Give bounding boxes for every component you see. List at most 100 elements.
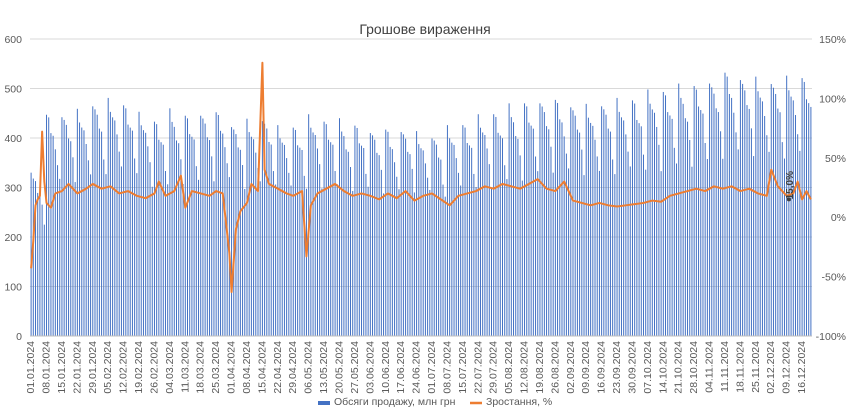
x-tick-label: 25.03.2024 [210, 341, 222, 394]
bar [187, 118, 188, 337]
bar [389, 146, 391, 336]
bar [572, 110, 574, 336]
x-tick-label: 13.05.2024 [318, 341, 330, 394]
bar [471, 147, 473, 336]
bar [242, 165, 244, 336]
bar [444, 196, 446, 336]
bar [314, 135, 316, 336]
bar [105, 174, 107, 336]
bar [396, 176, 398, 336]
x-tick-label: 06.05.2024 [303, 341, 315, 394]
bar [153, 121, 155, 336]
bar [477, 114, 479, 337]
bar [506, 179, 508, 336]
bar [323, 121, 325, 336]
bar [134, 158, 136, 336]
bar [198, 179, 200, 336]
x-tick-label: 19.08.2024 [534, 341, 546, 394]
bar [524, 103, 526, 336]
bar [101, 131, 103, 336]
bar [772, 87, 774, 336]
bar [616, 97, 618, 336]
bar [123, 105, 125, 336]
x-tick-label: 15.01.2024 [56, 341, 68, 394]
x-tick-label: 10.06.2024 [380, 341, 392, 394]
bar [59, 178, 61, 336]
bar [365, 173, 367, 336]
bar [744, 90, 746, 336]
bar [636, 119, 638, 336]
bar [140, 125, 142, 336]
bar [147, 146, 149, 336]
bar [385, 129, 387, 336]
bar [90, 174, 92, 336]
bar [191, 136, 193, 336]
bar [455, 158, 457, 336]
x-tick-label: 01.01.2024 [25, 341, 37, 394]
bar [85, 144, 87, 336]
bar [413, 192, 415, 336]
bar [46, 114, 48, 337]
bar [490, 188, 492, 336]
bar [427, 177, 429, 336]
bar [369, 133, 371, 336]
bar [570, 107, 572, 336]
bar [433, 140, 435, 336]
bar [786, 75, 788, 336]
bar [508, 103, 510, 336]
x-tick-label: 25.11.2024 [750, 341, 762, 393]
bar [281, 142, 283, 336]
bar [120, 166, 122, 336]
bar [288, 172, 290, 336]
x-tick-label: 18.03.2024 [195, 341, 207, 394]
bar [779, 112, 781, 337]
bar [356, 127, 358, 336]
x-tick-label: 01.07.2024 [426, 341, 438, 394]
bar [270, 144, 272, 336]
bar [336, 184, 338, 336]
bar [810, 106, 812, 336]
bar [350, 167, 352, 336]
bar [347, 151, 349, 336]
bar [354, 125, 356, 337]
bar [180, 159, 182, 336]
bar [310, 127, 312, 336]
bar [367, 186, 369, 336]
bar [484, 135, 486, 336]
bar [466, 143, 468, 336]
bar [669, 115, 671, 336]
bar [757, 91, 759, 337]
bar [548, 129, 550, 336]
bar [255, 152, 257, 336]
bar [554, 99, 556, 336]
bar [667, 112, 669, 336]
bar [405, 138, 407, 336]
bar [261, 121, 263, 336]
bar [206, 137, 208, 336]
bar [98, 128, 100, 336]
bar [72, 157, 74, 336]
bar [649, 103, 651, 336]
bar [213, 181, 215, 336]
bar [138, 111, 140, 336]
x-tick-label: 02.09.2024 [565, 341, 577, 394]
bar [482, 132, 484, 336]
bar [61, 117, 63, 337]
bar [68, 138, 70, 336]
x-tick-label: 18.11.2024 [734, 341, 746, 393]
bar [416, 131, 418, 336]
bar [526, 106, 528, 337]
bar [634, 103, 636, 336]
bar [175, 140, 177, 336]
bar [460, 185, 462, 336]
bar [673, 147, 675, 336]
bar [592, 125, 594, 337]
bar [468, 145, 470, 336]
bar [581, 149, 583, 336]
bar [290, 185, 292, 336]
bar [363, 148, 365, 336]
bar [189, 134, 191, 336]
bar [266, 128, 268, 336]
bar [321, 188, 323, 336]
bar [704, 143, 706, 336]
